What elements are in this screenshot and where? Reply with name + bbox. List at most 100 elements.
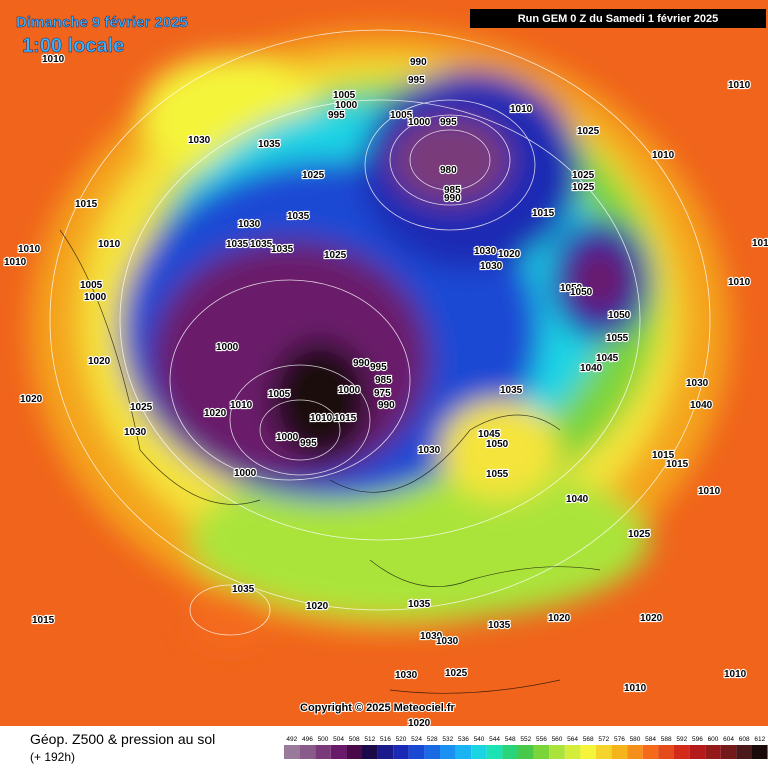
forecast-date: Dimanche 9 février 2025 xyxy=(16,14,188,31)
isobar-label: 1030 xyxy=(686,378,709,389)
isobar-label: 1035 xyxy=(488,620,511,631)
legend-swatch xyxy=(627,745,643,759)
isobar-label: 1020 xyxy=(20,394,43,405)
isobar-label: 1010 xyxy=(4,257,27,268)
isobar-label: 1030 xyxy=(474,246,497,257)
isobar-label: 1030 xyxy=(395,670,418,681)
isobar-label: 1030 xyxy=(418,445,441,456)
isobar-label: 1010 xyxy=(652,150,675,161)
legend-swatch xyxy=(642,745,659,759)
isobar-label: 1005 xyxy=(80,280,103,291)
legend: 492 496 500 504 508 512 516 520 524 528 532 536 540 5… xyxy=(284,736,768,759)
legend-label: 600 xyxy=(708,736,719,743)
isobar-label: 1025 xyxy=(445,668,468,679)
isobar-label: 1040 xyxy=(690,400,713,411)
legend-label: 520 xyxy=(396,736,407,743)
legend-swatch xyxy=(518,745,534,759)
legend-swatch xyxy=(689,745,706,759)
legend-swatch xyxy=(362,745,378,759)
legend-label: 572 xyxy=(598,736,609,743)
legend-label: 584 xyxy=(645,736,656,743)
isobar-label: 1020 xyxy=(408,718,431,729)
legend-swatch xyxy=(502,745,518,759)
lead-time: (+ 192h) xyxy=(30,750,75,764)
isobar-label: 1035 xyxy=(250,239,273,250)
legend-swatch xyxy=(440,745,456,759)
isobar-label: 1020 xyxy=(88,356,111,367)
legend-swatch xyxy=(705,745,721,759)
isobar-label: 1015 xyxy=(32,615,55,626)
isobar-label: 1010 xyxy=(310,413,333,424)
legend-swatch xyxy=(720,745,737,759)
isobar-label: 1030 xyxy=(420,631,443,642)
legend-label: 508 xyxy=(349,736,360,743)
isobar-label: 1000 xyxy=(276,432,299,443)
legend-label: 512 xyxy=(364,736,375,743)
legend-swatch xyxy=(674,745,690,759)
isobar-label: 1030 xyxy=(480,261,503,272)
isobar-label: 1010 xyxy=(510,104,533,115)
legend-swatch xyxy=(471,745,487,759)
isobar-label: 1025 xyxy=(577,126,600,137)
isobar-label: 1035 xyxy=(287,211,310,222)
isobar-label: 990 xyxy=(378,400,395,411)
legend-swatch xyxy=(284,745,300,759)
isobar-label: 985 xyxy=(375,375,392,386)
isobar-label: 1020 xyxy=(498,249,521,260)
run-info: Run GEM 0 Z du Samedi 1 février 2025 xyxy=(518,13,719,25)
legend-label: 528 xyxy=(427,736,438,743)
legend-swatch xyxy=(564,745,581,759)
legend-label: 560 xyxy=(552,736,563,743)
copyright: Copyright © 2025 Meteociel.fr xyxy=(300,702,456,714)
legend-label: 568 xyxy=(583,736,594,743)
legend-label: 540 xyxy=(474,736,485,743)
isobar-label: 985 xyxy=(444,185,461,196)
isobar-label: 1020 xyxy=(306,601,329,612)
isobar-label: 1035 xyxy=(232,584,255,595)
isobar-label: 1025 xyxy=(572,182,595,193)
isobar-label: 1010 xyxy=(698,486,721,497)
isobar-label: 1035 xyxy=(271,244,294,255)
legend-label: 612 xyxy=(754,736,765,743)
map-field xyxy=(0,0,768,726)
isobar-label: 1025 xyxy=(130,402,153,413)
legend-swatch xyxy=(549,745,565,759)
legend-swatch xyxy=(580,745,596,759)
isobar-label: 1045 xyxy=(596,353,619,364)
isobar-label: 1015 xyxy=(334,413,357,424)
isobar-label: 1025 xyxy=(324,250,347,261)
isobar-label: 1005 xyxy=(333,90,356,101)
legend-swatch xyxy=(393,745,409,759)
isobar-label: 990 xyxy=(353,358,370,369)
isobar-label: 1050 xyxy=(570,287,593,298)
legend-swatch xyxy=(596,745,612,759)
legend-label: 548 xyxy=(505,736,516,743)
isobar-label: 1055 xyxy=(606,333,629,344)
legend-label: 592 xyxy=(676,736,687,743)
isobar-label: 1005 xyxy=(268,389,291,400)
isobar-label: 1050 xyxy=(560,283,583,294)
legend-label: 564 xyxy=(567,736,578,743)
legend-label: 516 xyxy=(380,736,391,743)
isobar-label: 1010 xyxy=(728,277,751,288)
isobar-label: 1050 xyxy=(486,439,509,450)
isobar-label: 1010 xyxy=(230,400,253,411)
isobar-label: 1020 xyxy=(548,613,571,624)
isobar-label: 980 xyxy=(440,165,457,176)
legend-label: 552 xyxy=(520,736,531,743)
legend-label: 492 xyxy=(286,736,297,743)
isobar-label: 1025 xyxy=(572,170,595,181)
legend-swatch xyxy=(752,745,768,759)
legend-swatch xyxy=(658,745,674,759)
legend-swatch xyxy=(299,745,316,759)
isobar-label: 1040 xyxy=(580,363,603,374)
isobar-label: 1025 xyxy=(628,529,651,540)
isobar-label: 1020 xyxy=(204,408,227,419)
isobar-label: 1000 xyxy=(335,100,358,111)
isobar-label: 1000 xyxy=(234,468,257,479)
isobar-label: 975 xyxy=(374,388,391,399)
isobar-label: 1035 xyxy=(408,599,431,610)
